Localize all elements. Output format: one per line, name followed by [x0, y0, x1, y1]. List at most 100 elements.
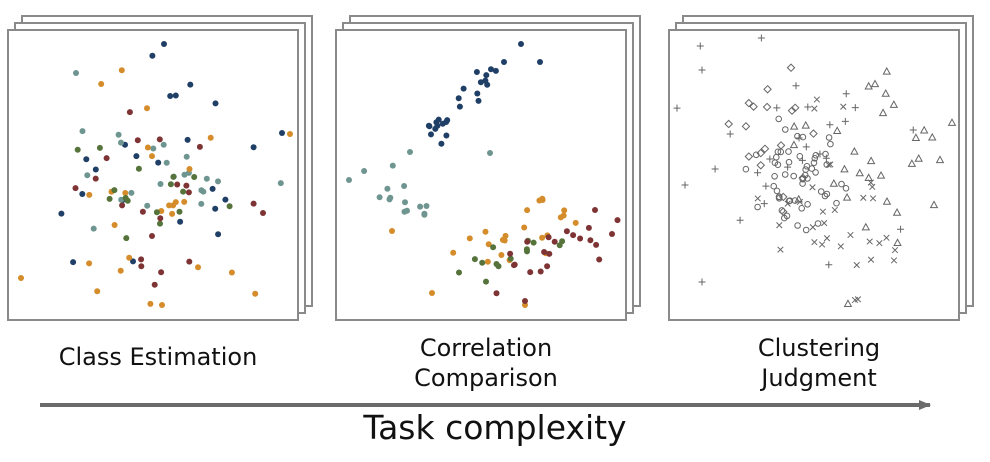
scatter-point: [541, 249, 548, 255]
scatter-marker: [792, 82, 800, 90]
scatter-point: [160, 141, 167, 148]
scatter-marker: [775, 195, 783, 202]
scatter-marker: [782, 126, 789, 133]
scatter-marker: [897, 225, 905, 233]
scatter-marker: [935, 155, 945, 164]
scatter-point: [128, 189, 135, 196]
scatter-marker: [883, 234, 890, 241]
scatter-marker: [760, 200, 768, 208]
scatter-marker: [823, 190, 831, 198]
scatter-marker: [814, 220, 822, 227]
scatter-point: [103, 155, 110, 162]
scatter-marker: [798, 173, 808, 183]
scatter-marker: [744, 152, 754, 161]
scatter-marker: [794, 132, 801, 140]
scatter-point: [70, 259, 77, 266]
scatter-point: [157, 181, 164, 187]
scatter-marker: [771, 173, 778, 180]
scatter-point: [279, 130, 285, 136]
scatter-marker: [726, 130, 734, 138]
scatter-marker: [891, 246, 899, 254]
scatter-marker: [776, 141, 786, 150]
scatter-marker: [696, 42, 704, 50]
scatter-marker: [826, 121, 834, 129]
scatter-marker: [813, 96, 821, 103]
scatter-marker: [754, 169, 762, 177]
scatter-marker: [773, 153, 780, 161]
scatter-marker: [907, 159, 917, 167]
scatter-marker: [711, 165, 719, 173]
scatter-marker: [778, 207, 786, 214]
scatter-point: [502, 232, 509, 239]
scatter-point: [460, 85, 467, 92]
scatter-marker: [817, 188, 825, 195]
scatter-marker: [804, 201, 811, 208]
scatter-point: [200, 188, 207, 195]
scatter-marker: [681, 181, 689, 189]
scatter-point: [181, 198, 188, 205]
scatter-point: [546, 250, 553, 257]
scatter-point: [518, 41, 524, 47]
scatter-point: [483, 72, 490, 79]
scatter-marker: [783, 212, 791, 220]
scatter-marker: [821, 192, 829, 200]
scatter-point: [90, 225, 97, 232]
scatter-point: [185, 189, 192, 196]
scatter-point: [402, 199, 408, 206]
scatter-point: [376, 194, 383, 201]
scatter-marker: [842, 185, 850, 192]
scatter-point: [150, 145, 157, 152]
scatter-marker: [776, 222, 783, 229]
scatter-point: [163, 159, 170, 166]
scatter-point: [537, 268, 544, 275]
scatter-marker: [864, 81, 873, 90]
scatter-point: [593, 241, 600, 248]
scatter-point: [484, 81, 491, 88]
scatter-point: [83, 156, 90, 163]
scatter-point: [428, 131, 434, 138]
scatter-point: [186, 166, 193, 172]
label-line: Clustering: [757, 334, 881, 362]
scatter-point: [592, 207, 598, 213]
scatter-marker: [749, 102, 758, 111]
scatter-marker: [773, 104, 781, 112]
scatter-point: [170, 173, 177, 180]
scatter-marker: [801, 120, 810, 129]
scatter-marker: [866, 156, 876, 165]
scatter-point: [474, 90, 481, 97]
scatter-marker: [867, 256, 875, 263]
scatter-point: [138, 263, 145, 270]
scatter-point: [487, 150, 493, 156]
scatter-point: [196, 143, 203, 150]
scatter-marker: [876, 239, 883, 247]
scatter-point: [425, 122, 432, 129]
scatter-point: [501, 59, 507, 65]
scatter-point: [287, 131, 293, 137]
scatter-point: [94, 288, 101, 295]
scatter-marker: [832, 126, 842, 135]
scatter-marker: [841, 117, 849, 125]
scatter-point: [73, 70, 79, 76]
scatter-point: [435, 116, 442, 123]
scatter-marker: [698, 66, 706, 74]
scatter-point: [153, 209, 160, 216]
scatter-point: [111, 222, 118, 228]
scatter-marker: [756, 148, 766, 158]
scatter-marker: [851, 104, 859, 112]
scatter-point: [126, 109, 133, 116]
scatter-point: [118, 139, 124, 146]
scatter-point: [596, 256, 603, 263]
scatter-marker: [825, 261, 833, 269]
scatter-marker: [786, 63, 796, 73]
scatter-marker: [821, 219, 828, 227]
scatter-point: [493, 290, 500, 297]
scatter-point: [501, 237, 508, 244]
scatter-point: [84, 172, 91, 179]
scatter-marker: [744, 98, 754, 108]
scatter-point: [144, 105, 150, 112]
scatter-frame-front: [335, 29, 627, 321]
label-line: Comparison: [414, 364, 558, 392]
scatter-point: [507, 255, 514, 262]
scatter-point: [563, 228, 570, 235]
scatter-marker: [742, 165, 750, 173]
